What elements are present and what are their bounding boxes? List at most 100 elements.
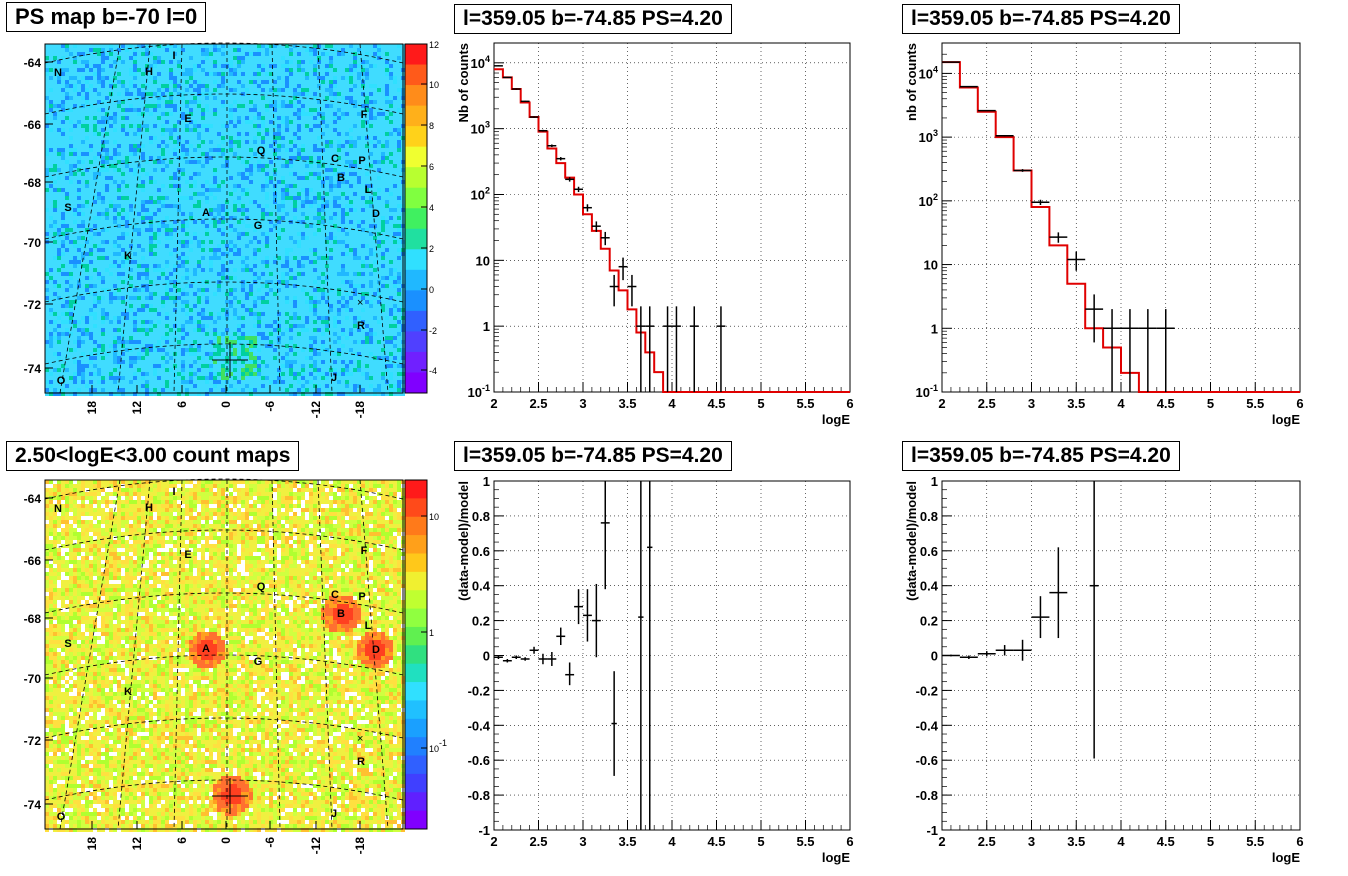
residual2-title: l=359.05 b=-74.85 PS=4.20 bbox=[902, 441, 1180, 471]
x-tick-label: 4 bbox=[1117, 834, 1125, 849]
lat-tick-label: -64 bbox=[24, 492, 42, 506]
spectrum2-title: l=359.05 b=-74.85 PS=4.20 bbox=[902, 4, 1180, 34]
source-label-J: J bbox=[331, 808, 337, 820]
source-label-P: P bbox=[358, 591, 365, 603]
lat-tick-label: -72 bbox=[24, 734, 42, 748]
source-label-I: I bbox=[172, 486, 175, 498]
lon-tick-label: 0 bbox=[219, 401, 233, 408]
colorbar-cell bbox=[405, 167, 427, 189]
source-label-E: E bbox=[184, 549, 191, 561]
longitude-line bbox=[173, 479, 183, 830]
colorbar-cell bbox=[405, 535, 427, 554]
lon-tick-label: 6 bbox=[175, 401, 189, 408]
longitude-line bbox=[117, 43, 151, 394]
x-tick-label: 2 bbox=[938, 396, 945, 411]
colorbar-cell bbox=[405, 682, 427, 701]
colorbar-cell bbox=[405, 571, 427, 591]
colorbar-cell bbox=[405, 645, 427, 665]
colorbar-cell bbox=[405, 792, 427, 812]
lat-tick-label: -68 bbox=[24, 612, 42, 626]
y-tick-label: 10-1 bbox=[468, 383, 490, 400]
lon-tick-label: -12 bbox=[309, 401, 323, 419]
source-label-H: H bbox=[145, 66, 153, 78]
colorbar-cell bbox=[405, 126, 427, 148]
map-frame bbox=[44, 43, 404, 394]
source-label-E: E bbox=[184, 113, 191, 125]
residual1-title: l=359.05 b=-74.85 PS=4.20 bbox=[454, 441, 732, 471]
x-tick-label: 3.5 bbox=[1067, 396, 1085, 411]
x-tick-label: 3.5 bbox=[618, 834, 636, 849]
x-tick-label: 2.5 bbox=[978, 396, 996, 411]
y-tick-label: -0.8 bbox=[916, 788, 938, 803]
x-tick-label: 6 bbox=[846, 396, 853, 411]
map-panel-1: -64 -66 -68 -70 -72 -74 18 12 6 0 -6 -12 -18 N H I E F Q C P… bbox=[24, 40, 439, 418]
colorbar-cell bbox=[405, 331, 427, 353]
y-tick-label: 0.6 bbox=[472, 544, 490, 559]
y-axis-label: Nb of counts bbox=[456, 43, 471, 122]
source-label-J: J bbox=[331, 372, 337, 384]
lon-tick-label: -18 bbox=[353, 837, 367, 855]
y-tick-label: 102 bbox=[919, 192, 938, 209]
x-marker: × bbox=[357, 733, 363, 745]
source-label-F: F bbox=[361, 545, 368, 557]
longitude-line bbox=[59, 479, 121, 830]
source-label-F: F bbox=[361, 109, 368, 121]
source-label-S: S bbox=[64, 202, 71, 214]
lon-tick-label: 12 bbox=[130, 401, 144, 415]
lat-tick-label: -74 bbox=[24, 362, 42, 376]
source-label-G: G bbox=[254, 220, 263, 232]
source-label-N: N bbox=[54, 503, 62, 515]
source-label-A: A bbox=[202, 643, 210, 655]
model-histogram bbox=[942, 61, 1300, 393]
colorbar-tick-label: 8 bbox=[429, 121, 434, 131]
source-label-Q: Q bbox=[257, 581, 266, 593]
colorbar-cell bbox=[405, 608, 427, 628]
x-axis-label: logE bbox=[1272, 850, 1300, 865]
colorbar-cell bbox=[405, 228, 427, 250]
lat-tick-label: -68 bbox=[24, 176, 42, 190]
colorbar-tick-label: 0 bbox=[429, 285, 434, 295]
source-label-I: I bbox=[172, 50, 175, 62]
colorbar-frame bbox=[404, 43, 428, 394]
lon-tick-label: -18 bbox=[353, 401, 367, 419]
map2-title: 2.50<logE<3.00 count maps bbox=[6, 441, 300, 471]
y-tick-label: 0.4 bbox=[920, 579, 939, 594]
colorbar-cell bbox=[405, 810, 427, 830]
x-axis-label: logE bbox=[822, 412, 850, 427]
lat-tick-label: -72 bbox=[24, 298, 42, 312]
longitude-line bbox=[317, 479, 333, 830]
lat-tick-label: -70 bbox=[24, 236, 42, 250]
x-tick-label: 3.5 bbox=[618, 396, 636, 411]
colorbar-cell bbox=[405, 208, 427, 230]
colorbar-cell bbox=[405, 44, 427, 66]
source-label-A: A bbox=[202, 207, 210, 219]
lat-tick-label: -66 bbox=[24, 118, 42, 132]
y-tick-label: 104 bbox=[471, 54, 490, 71]
y-tick-label: 10 bbox=[476, 253, 490, 268]
x-axis-label: logE bbox=[822, 850, 850, 865]
x-tick-label: 2.5 bbox=[529, 834, 547, 849]
source-label-O: O bbox=[57, 375, 66, 387]
colorbar-tick-label: -4 bbox=[429, 366, 437, 376]
colorbar-cell bbox=[405, 269, 427, 291]
map1-title: PS map b=-70 l=0 bbox=[6, 2, 207, 32]
source-label-R: R bbox=[357, 756, 365, 768]
x-tick-label: 5.5 bbox=[796, 834, 814, 849]
colorbar-cell bbox=[405, 755, 427, 775]
longitude-line bbox=[359, 479, 389, 830]
colorbar-cell bbox=[405, 249, 427, 271]
y-tick-label: 1 bbox=[483, 474, 490, 489]
lon-tick-label: 18 bbox=[85, 401, 99, 415]
lon-tick-label: 6 bbox=[175, 837, 189, 844]
source-label-Q: Q bbox=[257, 145, 266, 157]
y-tick-label: -0.4 bbox=[916, 718, 939, 733]
chart-3: 2 2.5 3 3.5 4 4.5 5 5.5 6 -1 -0.8 -0.6 -0.4 -0.2 0 0.2 0… bbox=[456, 474, 854, 865]
x-tick-label: 3 bbox=[1028, 834, 1035, 849]
longitude-line bbox=[317, 43, 333, 394]
x-tick-label: 4 bbox=[668, 396, 676, 411]
y-tick-label: -0.4 bbox=[468, 718, 491, 733]
x-tick-label: 5 bbox=[757, 396, 764, 411]
source-label-D: D bbox=[372, 208, 380, 220]
source-label-L: L bbox=[365, 184, 372, 196]
colorbar-tick-label: 4 bbox=[429, 203, 434, 213]
